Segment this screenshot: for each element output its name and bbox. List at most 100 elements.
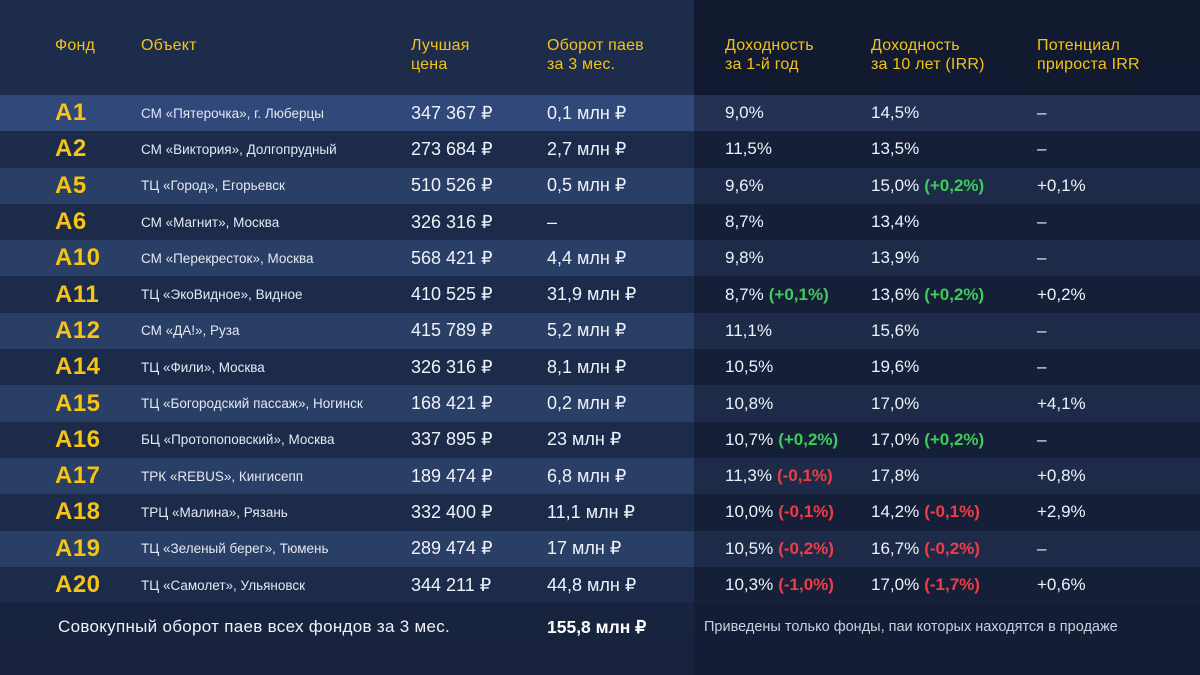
yield-1y-value: 8,7% xyxy=(725,284,764,304)
row-stripe xyxy=(0,131,694,168)
table-row: А19 ТЦ «Зеленый берег», Тюмень 289 474 ₽ 17… xyxy=(0,530,1200,567)
header-turnover: Оборот паев за 3 мес. xyxy=(547,37,644,73)
irr-potential: +0,6% xyxy=(1037,575,1086,594)
row-stripe xyxy=(694,276,1200,313)
irr-potential: – xyxy=(1037,429,1047,449)
yield-10y-delta: (+0,2%) xyxy=(924,284,985,304)
total-turnover-label: Совокупный оборот паев всех фондов за 3 … xyxy=(58,617,451,636)
yield-10y: 13,6% (+0,2%) xyxy=(871,276,984,312)
yield-1y: 11,5% xyxy=(725,131,772,167)
row-stripe xyxy=(694,95,1200,132)
yield-10y-value: 17,8% xyxy=(871,466,920,486)
best-price: 344 211 ₽ xyxy=(411,574,492,595)
row-stripe xyxy=(0,457,694,495)
yield-10y-value: 17,0% xyxy=(871,575,920,594)
fund-code: А11 xyxy=(55,280,100,308)
best-price: 326 316 ₽ xyxy=(411,211,493,232)
best-price: 347 367 ₽ xyxy=(411,102,493,123)
yield-10y-value: 14,5% xyxy=(871,103,920,123)
yield-10y-value: 13,4% xyxy=(871,212,920,232)
table-row: А1 СМ «Пятерочка», г. Люберцы 347 367 ₽ 0,1… xyxy=(0,95,1200,132)
yield-10y: 15,0% (+0,2%) xyxy=(871,168,984,204)
best-price: 326 316 ₽ xyxy=(411,356,493,377)
turnover-value: 23 млн ₽ xyxy=(547,429,622,450)
table-row: А18 ТРЦ «Малина», Рязань 332 400 ₽ 11,1 млн… xyxy=(0,494,1200,531)
object-name: ТЦ «ЭкоВидное», Видное xyxy=(141,287,303,303)
yield-10y: 13,5% xyxy=(871,131,919,167)
object-name: ТРЦ «Малина», Рязань xyxy=(141,504,288,520)
best-price: 568 421 ₽ xyxy=(411,247,493,268)
row-stripe xyxy=(694,530,1200,567)
object-name: СМ «Пятерочка», г. Люберцы xyxy=(141,105,324,121)
yield-10y: 15,6% xyxy=(871,313,919,349)
object-name: БЦ «Протопоповский», Москва xyxy=(141,432,335,448)
yield-10y: 13,9% xyxy=(871,240,919,276)
yield-10y-value: 19,6% xyxy=(871,357,920,377)
table-header: Фонд Объект Лучшая цена Оборот паев за 3… xyxy=(0,36,1200,86)
yield-1y: 10,8% xyxy=(725,385,773,421)
turnover-value: 8,1 млн ₽ xyxy=(547,356,627,377)
yield-1y: 10,5% (-0,2%) xyxy=(725,531,834,567)
turnover-value: – xyxy=(547,211,558,232)
irr-potential: +0,8% xyxy=(1037,466,1086,486)
header-best-price: Лучшая цена xyxy=(411,37,470,73)
yield-10y-value: 14,2% xyxy=(871,502,920,522)
yield-10y: 17,8% xyxy=(871,458,919,494)
table-footer: Совокупный оборот паев всех фондов за 3 … xyxy=(0,612,1200,642)
best-price: 337 895 ₽ xyxy=(411,429,493,450)
yield-1y: 9,6% xyxy=(725,168,764,204)
best-price: 168 421 ₽ xyxy=(411,393,493,414)
table-row: А15 ТЦ «Богородский пассаж», Ногинск 168 4… xyxy=(0,385,1200,422)
table-row: А10 СМ «Перекресток», Москва 568 421 ₽ 4,4 … xyxy=(0,240,1200,277)
turnover-value: 31,9 млн ₽ xyxy=(547,284,637,305)
table-row: А12 СМ «ДА!», Руза 415 789 ₽ 5,2 млн ₽ 11,1%… xyxy=(0,312,1200,350)
yield-10y-value: 16,7% xyxy=(871,538,920,558)
irr-potential: +0,2% xyxy=(1037,284,1086,304)
best-price: 415 789 ₽ xyxy=(411,320,493,341)
yield-1y-value: 9,6% xyxy=(725,175,764,195)
header-yield-1y: Доходность за 1-й год xyxy=(725,37,814,73)
row-stripe xyxy=(0,421,694,458)
table-row: А5 ТЦ «Город», Егорьевск 510 526 ₽ 0,5 млн … xyxy=(0,167,1200,204)
irr-potential: – xyxy=(1037,103,1047,123)
yield-10y-value: 13,6% xyxy=(871,284,920,304)
yield-1y-value: 10,0% xyxy=(725,502,774,522)
row-stripe xyxy=(0,494,694,531)
yield-10y: 14,5% xyxy=(871,95,919,131)
yield-10y-value: 13,5% xyxy=(871,139,920,159)
turnover-value: 5,2 млн ₽ xyxy=(547,320,627,341)
irr-potential: – xyxy=(1037,212,1047,232)
yield-1y: 11,3% (-0,1%) xyxy=(725,458,833,494)
object-name: СМ «Виктория», Долгопрудный xyxy=(141,141,337,157)
footnote: Приведены только фонды, паи которых нахо… xyxy=(704,619,1118,635)
irr-potential: – xyxy=(1037,538,1047,558)
best-price: 189 474 ₽ xyxy=(411,465,493,486)
fund-code: А12 xyxy=(55,316,101,344)
yield-10y: 13,4% xyxy=(871,204,919,240)
fund-code: А16 xyxy=(55,425,101,453)
yield-1y: 9,0% xyxy=(725,95,764,131)
fund-code: А10 xyxy=(55,244,101,272)
object-name: СМ «Магнит», Москва xyxy=(141,214,280,230)
row-stripe xyxy=(694,566,1200,604)
yield-1y-delta: (-0,1%) xyxy=(778,502,834,522)
yield-10y: 14,2% (-0,1%) xyxy=(871,494,980,530)
yield-10y-value: 13,9% xyxy=(871,248,920,268)
turnover-value: 2,7 млн ₽ xyxy=(547,138,627,159)
fund-code: А14 xyxy=(55,353,101,381)
yield-10y-value: 17,0% xyxy=(871,393,920,413)
yield-10y-value: 15,0% xyxy=(871,175,920,195)
fund-code: А15 xyxy=(55,389,101,417)
yield-10y-value: 17,0% xyxy=(871,429,920,449)
yield-1y-value: 9,0% xyxy=(725,103,764,123)
row-stripe xyxy=(694,494,1200,531)
turnover-value: 0,2 млн ₽ xyxy=(547,393,627,414)
row-stripe xyxy=(0,203,694,241)
yield-1y: 8,7% (+0,1%) xyxy=(725,276,829,312)
yield-10y-delta: (+0,2%) xyxy=(924,429,985,449)
yield-1y: 10,3% (-1,0%) xyxy=(725,567,834,603)
yield-10y-value: 15,6% xyxy=(871,320,920,340)
yield-10y-delta: (-0,2%) xyxy=(924,538,980,558)
yield-10y-delta: (-1,7%) xyxy=(924,575,980,594)
yield-1y-value: 10,7% xyxy=(725,429,774,449)
